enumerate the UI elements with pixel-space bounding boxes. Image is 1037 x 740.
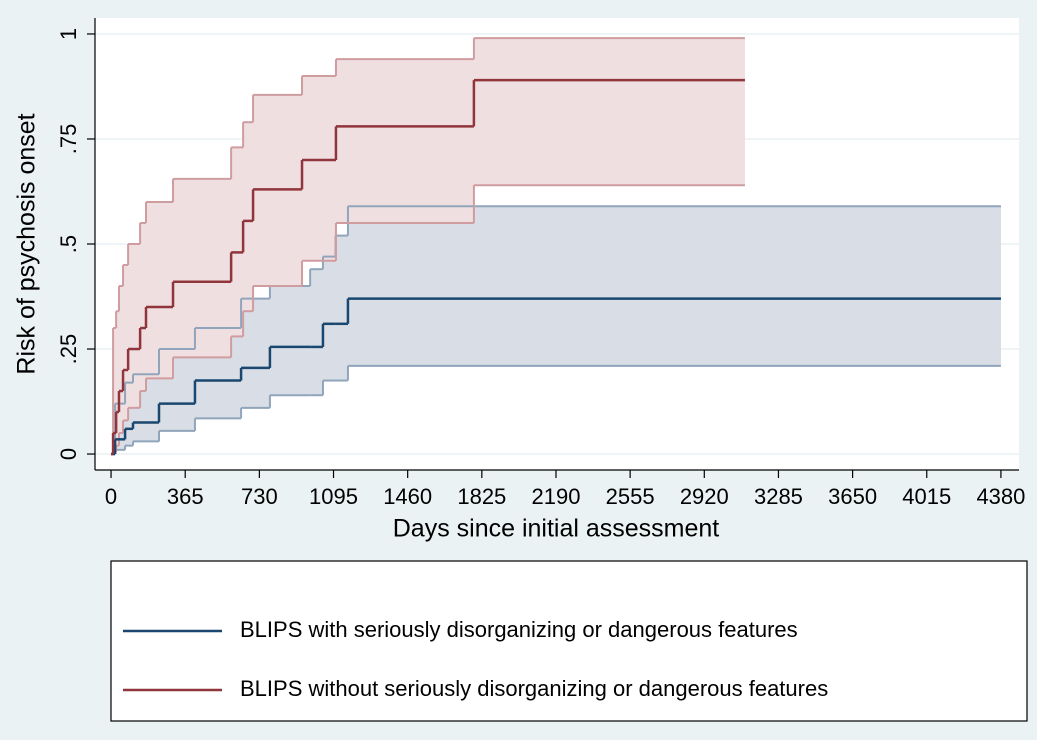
x-tick-label: 1095 [309, 484, 358, 509]
ci-band [302, 75, 336, 261]
ci-band [116, 311, 119, 446]
ci-band [243, 122, 254, 312]
ci-band [322, 256, 336, 381]
x-tick-label: 2190 [532, 484, 581, 509]
x-tick-label: 3650 [828, 484, 877, 509]
lines [111, 37, 1001, 456]
x-tick-label: 4380 [976, 484, 1025, 509]
x-tick-label: 3285 [754, 484, 803, 509]
ci-band [310, 269, 323, 396]
axes: 0 .25 .5 .75 1 0 365 730 1095 1460 1825 2190 2555 292… [56, 18, 1025, 509]
bands [113, 38, 1001, 452]
x-tick-label: 2555 [606, 484, 655, 509]
ci-band [269, 286, 311, 396]
x-tick-label: 730 [241, 484, 278, 509]
ci-band [335, 59, 474, 223]
ci-band [118, 286, 124, 434]
y-tick-label: 1 [56, 28, 81, 40]
y-tick-label: .75 [56, 124, 81, 155]
x-tick-label: 0 [105, 484, 117, 509]
ci-band [173, 178, 232, 358]
y-tick-label: 0 [56, 448, 81, 460]
y-tick-label: .25 [56, 334, 81, 365]
legend-label: BLIPS without seriously disorganizing or… [240, 676, 828, 701]
legend-box [110, 560, 1028, 722]
x-tick-label: 4015 [902, 484, 951, 509]
ci-band [347, 206, 1001, 366]
legend-label: BLIPS with seriously disorganizing or da… [240, 617, 798, 642]
legend: BLIPS with seriously disorganizing or da… [123, 617, 828, 701]
y-tick-label: .5 [56, 235, 81, 253]
ci-band [335, 235, 348, 381]
x-tick-label: 1825 [457, 484, 506, 509]
ci-band [231, 147, 244, 337]
ci-band [113, 328, 117, 452]
ci-band [128, 244, 141, 408]
ci-band [241, 298, 270, 408]
ci-band [140, 222, 146, 392]
ci-band [473, 38, 745, 186]
ci-band [123, 265, 129, 421]
x-tick-label: 365 [167, 484, 204, 509]
x-tick-label: 1460 [383, 484, 432, 509]
x-axis-title: Days since initial assessment [393, 515, 720, 543]
x-tick-label: 2920 [680, 484, 729, 509]
y-axis-title: Risk of psychosis onset [13, 113, 41, 374]
